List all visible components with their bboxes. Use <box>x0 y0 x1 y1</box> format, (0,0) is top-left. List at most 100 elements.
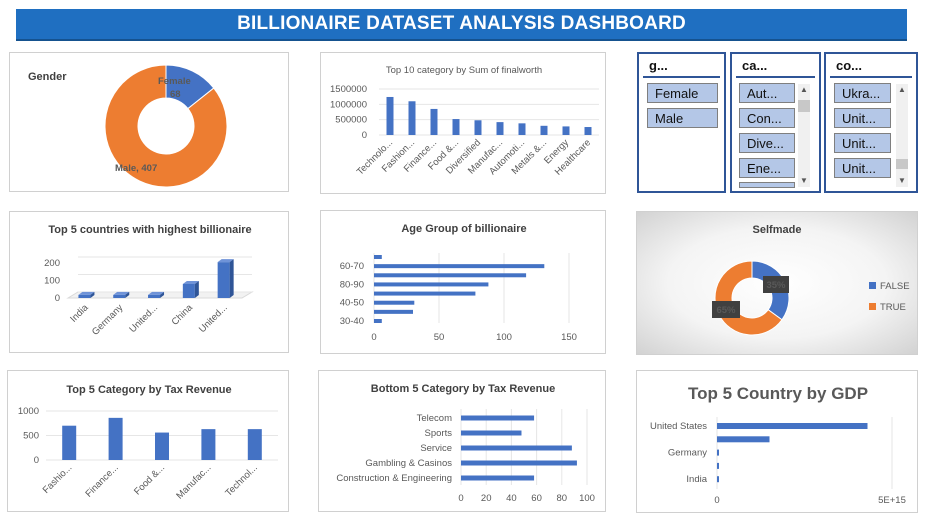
x-tick-label: 0 <box>458 493 463 504</box>
y-tick-label: India <box>686 474 707 485</box>
data-label-box <box>763 276 789 293</box>
bar-top <box>182 281 199 284</box>
country-slicer-item[interactable]: Unit... <box>834 158 891 178</box>
bar <box>78 294 91 298</box>
age-group-chart: Age Group of billionaire 0 50 100 150 30-40 40… <box>320 210 606 354</box>
bar <box>408 101 416 135</box>
data-label-box <box>712 301 740 318</box>
bar <box>374 319 382 323</box>
bar <box>148 294 161 298</box>
y-tick-label: 1500000 <box>330 84 367 95</box>
gender-slicer-item[interactable]: Female <box>647 83 718 103</box>
x-tick-label: 20 <box>481 493 492 504</box>
bar <box>113 294 126 298</box>
country-slicer-header: co... <box>830 54 912 78</box>
bar <box>518 123 526 135</box>
bar <box>474 120 482 135</box>
data-label: 68 <box>170 89 181 100</box>
scroll-up-icon[interactable]: ▲ <box>898 85 906 94</box>
x-tick-label: United... <box>127 302 160 335</box>
tax-bottom-chart: Bottom 5 Category by Tax Revenue 0 20 40 60 8… <box>318 370 606 512</box>
chart-title: Top 5 Country by GDP <box>688 384 868 403</box>
y-tick-label: 0 <box>34 455 39 466</box>
legend-swatch <box>869 303 876 310</box>
x-tick-label: United... <box>197 302 230 335</box>
data-label: Male, 407 <box>115 163 157 174</box>
selfmade-chart: Selfmade 35% 65% FALSE TRUE <box>636 211 918 355</box>
country-slicer-item[interactable]: Ukra... <box>834 83 891 103</box>
scroll-down-icon[interactable]: ▼ <box>800 176 808 185</box>
data-label: Female <box>158 76 191 87</box>
gender-chart: Gender Female 68 Male, 407 <box>9 52 289 192</box>
country-slicer[interactable]: co... Ukra... Unit... Unit... Unit... ▲ … <box>824 52 918 193</box>
y-tick-label: United States <box>650 421 707 432</box>
bar-top <box>113 291 130 295</box>
category-slicer-item[interactable]: Con... <box>739 108 795 128</box>
chart-title: Gender <box>28 71 67 83</box>
bar <box>374 255 382 259</box>
bar-top <box>148 291 165 295</box>
category-slicer-item[interactable]: Aut... <box>739 83 795 103</box>
bar <box>461 415 535 421</box>
bar <box>461 445 572 451</box>
bar <box>247 429 262 460</box>
y-tick-label: Service <box>420 443 452 454</box>
y-tick-label: 1000000 <box>330 99 367 110</box>
x-tick-label: 80 <box>557 493 568 504</box>
bar <box>717 423 868 429</box>
y-tick-label: 0 <box>55 293 60 304</box>
category-slicer-item-partial[interactable] <box>739 182 795 188</box>
bar <box>182 284 195 298</box>
y-tick-label: Gambling & Casinos <box>365 458 452 469</box>
x-tick-label: Germany <box>90 302 126 338</box>
country-slicer-item[interactable]: Unit... <box>834 108 891 128</box>
scroll-thumb[interactable] <box>896 159 908 169</box>
x-tick-label: 150 <box>561 332 577 343</box>
x-tick-label: China <box>170 302 196 328</box>
category-slicer-header: ca... <box>736 54 815 78</box>
bar <box>461 475 535 481</box>
category-slicer-item[interactable]: Ene... <box>739 158 795 178</box>
x-tick-label: 100 <box>496 332 512 343</box>
bar <box>108 417 123 460</box>
bar <box>540 125 548 135</box>
bar <box>461 460 577 466</box>
x-tick-label: Manufac... <box>174 462 213 501</box>
bar <box>717 449 719 456</box>
gender-slicer[interactable]: g... Female Male <box>637 52 726 193</box>
dashboard-title: BILLIONAIRE DATASET ANALYSIS DASHBOARD <box>16 9 907 41</box>
bar <box>374 300 415 305</box>
bar-top <box>217 259 234 263</box>
y-tick-label: Germany <box>668 448 707 459</box>
y-tick-label: 200 <box>44 258 60 269</box>
gender-slicer-header: g... <box>643 54 720 78</box>
chart-title: Top 10 category by Sum of finalworth <box>386 65 542 76</box>
bar-top <box>78 291 95 295</box>
country-slicer-scrollbar[interactable] <box>896 84 908 187</box>
country-slicer-item[interactable]: Unit... <box>834 133 891 153</box>
pie-slice <box>104 64 228 188</box>
bar-side <box>194 281 199 298</box>
scroll-up-icon[interactable]: ▲ <box>800 85 808 94</box>
bar <box>217 262 230 298</box>
x-tick-label: 60 <box>531 493 542 504</box>
y-tick-label: Construction & Engineering <box>336 473 452 484</box>
chart-title: Selfmade <box>753 224 802 236</box>
gdp-chart: Top 5 Country by GDP 0 5E+15 United States G… <box>636 370 918 513</box>
scroll-thumb[interactable] <box>798 100 810 112</box>
chart-title: Bottom 5 Category by Tax Revenue <box>371 383 555 395</box>
chart-title: Age Group of billionaire <box>401 223 526 235</box>
x-tick-label: 40 <box>506 493 517 504</box>
bar <box>461 430 522 436</box>
x-tick-label: Technol... <box>223 462 260 499</box>
bar <box>496 122 504 135</box>
category-slicer[interactable]: ca... Aut... Con... Dive... Ene... ▲ ▼ <box>730 52 821 193</box>
bar <box>717 462 719 469</box>
y-tick-label: 100 <box>44 276 60 287</box>
category-worth-chart: Top 10 category by Sum of finalworth 0 500… <box>320 52 606 194</box>
category-slicer-item[interactable]: Dive... <box>739 133 795 153</box>
y-tick-label: 40-50 <box>340 298 364 309</box>
x-tick-label: India <box>68 302 91 325</box>
scroll-down-icon[interactable]: ▼ <box>898 176 906 185</box>
gender-slicer-item[interactable]: Male <box>647 108 718 128</box>
